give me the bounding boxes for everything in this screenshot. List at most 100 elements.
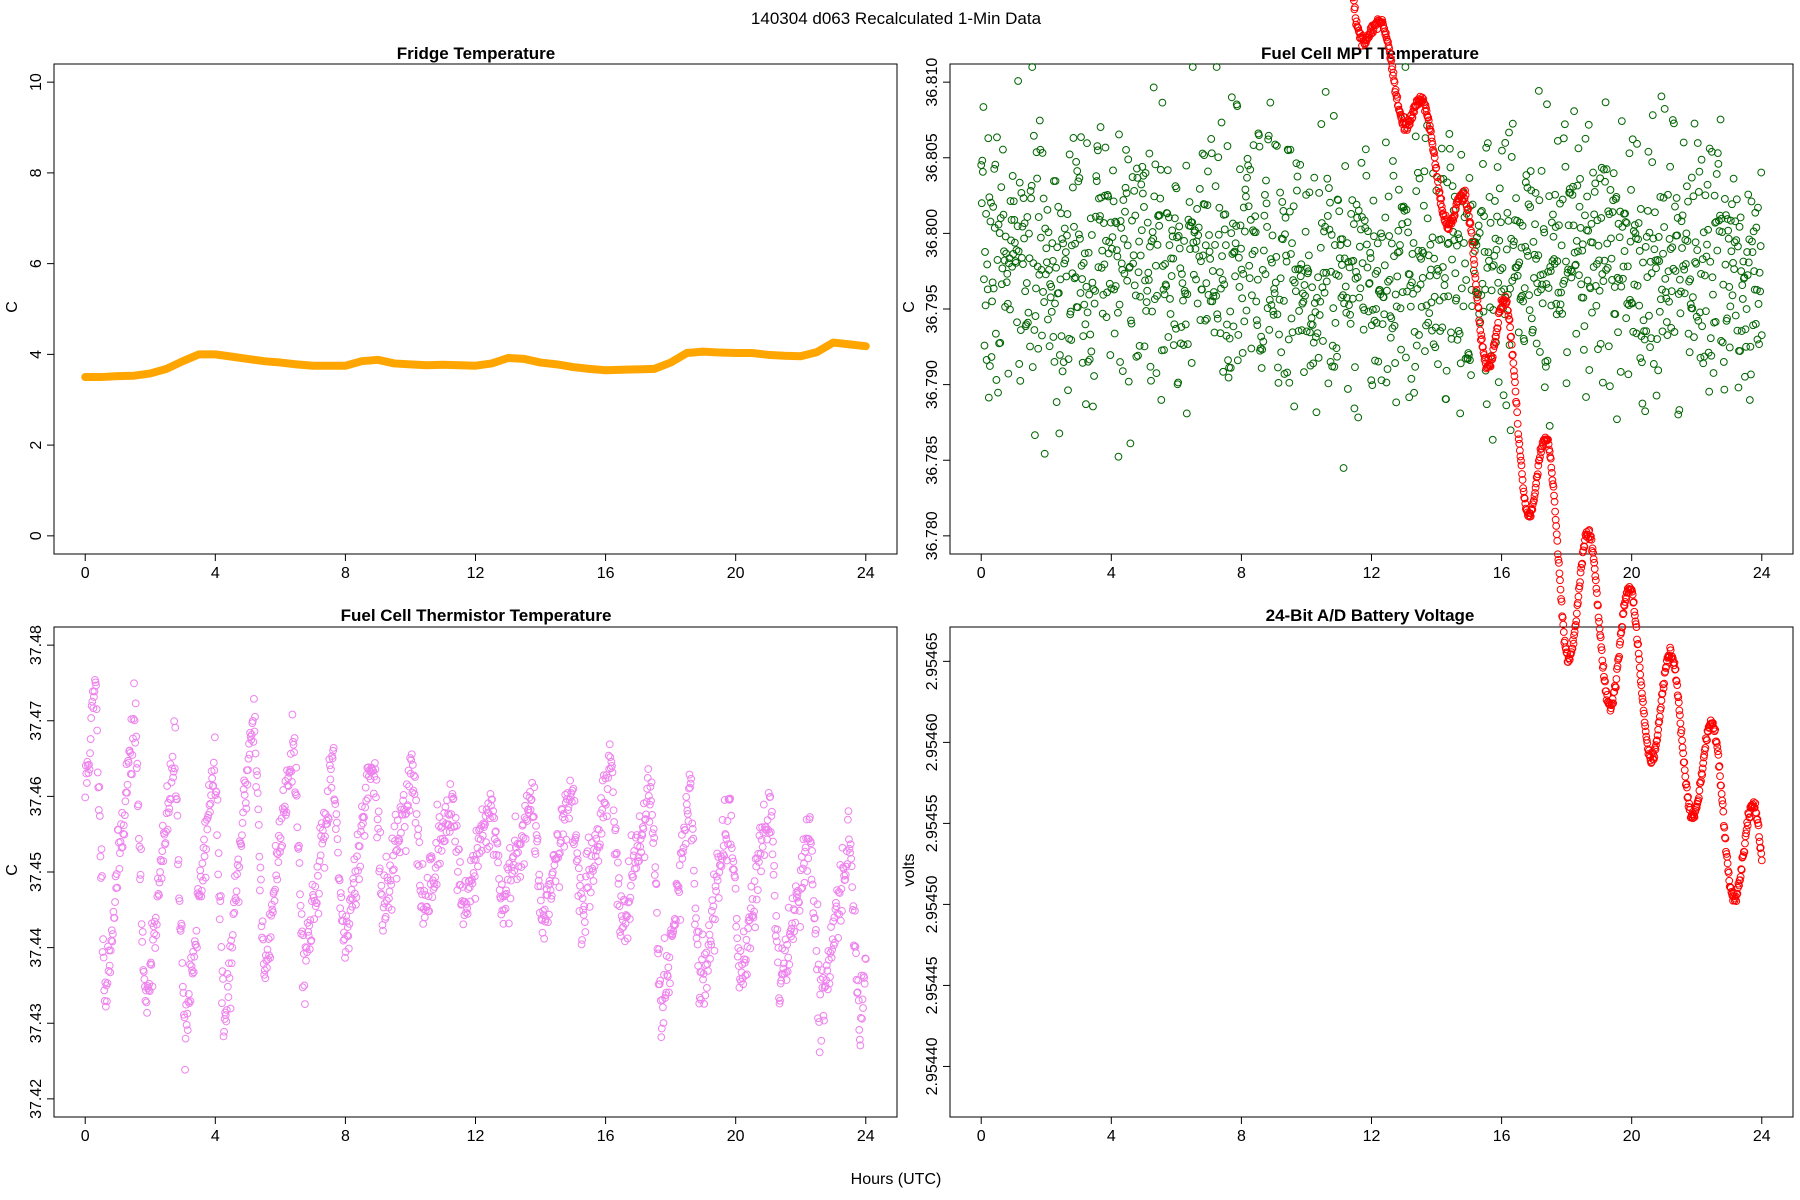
data-point <box>1474 221 1483 230</box>
data-point <box>1247 344 1256 353</box>
data-point <box>1314 353 1323 362</box>
data-point <box>456 858 464 866</box>
data-point <box>1057 332 1066 340</box>
data-point <box>276 834 285 843</box>
data-point <box>1454 230 1462 239</box>
data-point <box>301 943 310 951</box>
data-point <box>1610 283 1619 291</box>
data-point <box>255 852 264 861</box>
data-point <box>178 959 187 967</box>
data-point <box>1678 244 1686 252</box>
data-point <box>210 733 219 742</box>
data-point <box>1653 731 1662 740</box>
data-point <box>1287 314 1296 323</box>
data-point <box>1449 228 1458 236</box>
data-point <box>572 857 581 866</box>
data-point <box>702 984 711 992</box>
data-point <box>1531 489 1539 497</box>
data-point <box>1405 270 1414 279</box>
data-point <box>1485 193 1494 201</box>
data-point <box>544 881 553 889</box>
data-point <box>99 935 108 944</box>
data-point <box>845 835 853 844</box>
data-point <box>507 876 515 885</box>
data-point <box>1186 222 1195 231</box>
data-point <box>1236 165 1244 174</box>
data-point <box>120 811 129 820</box>
data-point <box>770 891 779 900</box>
data-point <box>1075 174 1084 182</box>
data-point <box>1386 333 1395 342</box>
data-point <box>1373 267 1382 275</box>
data-point <box>1675 711 1684 719</box>
data-point <box>1641 242 1650 251</box>
data-point <box>1507 340 1516 349</box>
ytick-label-mpt: 36.800 <box>924 209 941 258</box>
data-point <box>497 880 506 889</box>
data-point <box>1264 135 1273 144</box>
data-point <box>1239 270 1248 278</box>
data-point <box>314 871 322 880</box>
data-point <box>766 792 775 801</box>
data-point <box>1291 287 1300 296</box>
data-point <box>1756 843 1765 852</box>
data-point <box>1650 245 1659 254</box>
data-point <box>1569 639 1578 648</box>
data-point <box>1282 251 1290 260</box>
data-point <box>1528 325 1537 334</box>
data-point <box>1639 258 1647 267</box>
data-point <box>1238 294 1247 303</box>
data-point <box>448 789 457 798</box>
data-point <box>250 727 259 736</box>
data-point <box>1707 147 1716 156</box>
data-point <box>656 976 665 985</box>
data-point <box>334 848 342 857</box>
data-point <box>186 997 195 1006</box>
data-point <box>1278 235 1287 244</box>
data-point <box>1636 670 1645 679</box>
data-point <box>1496 218 1505 227</box>
data-point <box>1628 590 1637 599</box>
data-point <box>795 906 804 915</box>
data-point <box>1433 173 1442 182</box>
data-point <box>753 886 762 894</box>
data-point <box>1421 101 1430 110</box>
xtick-label-mpt: 24 <box>1753 565 1771 582</box>
data-point <box>1220 280 1229 289</box>
data-point <box>986 362 994 370</box>
data-point <box>1575 582 1584 591</box>
data-point <box>530 783 539 792</box>
data-point <box>1321 88 1330 96</box>
data-point <box>232 887 241 896</box>
data-point <box>769 870 778 879</box>
data-point <box>1392 302 1401 311</box>
data-point <box>1039 194 1048 203</box>
data-point <box>1720 195 1729 203</box>
data-point <box>1180 237 1188 245</box>
data-point <box>81 793 90 802</box>
data-point <box>860 979 869 988</box>
data-point <box>564 806 572 814</box>
data-point <box>241 778 250 787</box>
data-point <box>332 810 341 819</box>
data-point <box>1055 429 1064 438</box>
data-point <box>1288 239 1296 248</box>
data-point <box>587 852 596 860</box>
data-point <box>163 782 172 790</box>
data-point <box>288 710 297 719</box>
data-point <box>1569 636 1577 644</box>
data-point <box>315 889 323 898</box>
data-point <box>1677 217 1686 226</box>
data-point <box>1528 505 1537 514</box>
data-point <box>1027 181 1036 190</box>
data-point <box>1428 140 1437 149</box>
data-point <box>1534 251 1543 260</box>
data-point <box>215 915 224 924</box>
data-point <box>710 946 719 955</box>
data-point <box>1129 251 1138 260</box>
data-point <box>813 965 821 974</box>
data-point <box>1482 400 1491 409</box>
data-point <box>167 778 176 787</box>
data-point <box>1698 322 1707 331</box>
data-point <box>807 839 815 848</box>
